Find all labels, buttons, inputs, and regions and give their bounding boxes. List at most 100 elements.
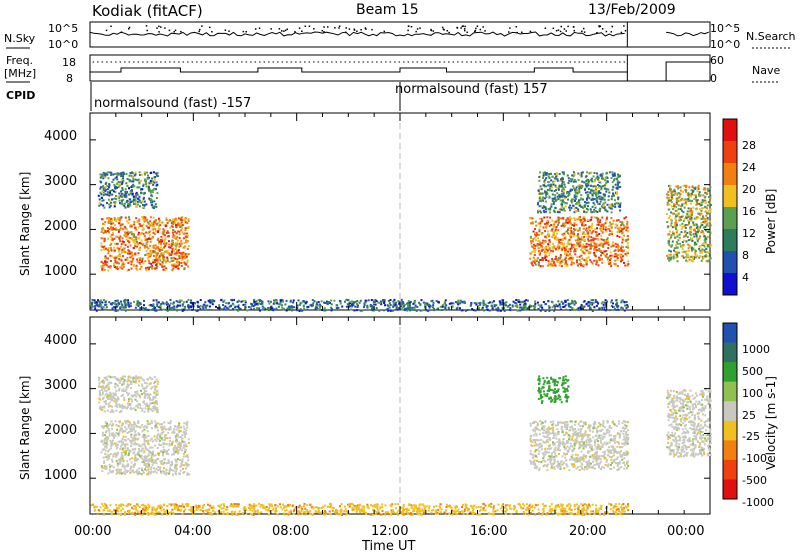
data-cell: [592, 230, 595, 233]
data-cell: [619, 185, 622, 188]
data-cell: [616, 187, 619, 190]
data-cell: [273, 301, 276, 304]
data-cell: [561, 176, 564, 179]
data-cell: [105, 440, 108, 443]
data-cell: [583, 209, 586, 212]
data-cell: [113, 306, 116, 309]
data-cell: [621, 307, 624, 310]
data-cell: [570, 217, 573, 220]
data-cell: [425, 309, 428, 312]
data-cell: [585, 184, 588, 187]
data-cell: [395, 306, 398, 308]
data-cell: [122, 422, 125, 425]
data-cell: [132, 380, 135, 383]
data-cell: [592, 185, 595, 188]
data-cell: [695, 235, 698, 238]
data-cell: [539, 185, 542, 188]
nsky-label: N.Sky: [4, 32, 36, 45]
data-cell: [109, 220, 112, 223]
data-cell: [102, 204, 105, 207]
data-cell: [574, 190, 577, 193]
data-cell: [108, 432, 111, 435]
data-cell: [583, 245, 586, 248]
data-cell: [687, 193, 690, 196]
data-cell: [279, 302, 282, 305]
data-cell: [186, 234, 189, 236]
data-cell: [626, 251, 629, 254]
data-cell: [334, 309, 337, 311]
data-cell: [592, 201, 595, 204]
data-cell: [537, 209, 540, 212]
data-cell: [120, 456, 123, 459]
data-cell: [131, 428, 134, 431]
data-cell: [162, 470, 165, 473]
data-cell: [162, 452, 165, 455]
data-cell: [619, 220, 622, 223]
data-cell: [133, 436, 136, 439]
data-cell: [118, 247, 121, 250]
data-cell: [591, 197, 594, 200]
data-cell: [548, 252, 551, 255]
data-cell: [578, 187, 581, 190]
data-cell: [317, 308, 320, 311]
data-cell: [171, 225, 174, 228]
data-cell: [143, 433, 146, 436]
data-cell: [154, 244, 157, 247]
data-cell: [547, 175, 550, 178]
data-cell: [157, 227, 160, 230]
data-cell: [148, 459, 151, 462]
data-cell: [678, 233, 681, 236]
data-cell: [600, 188, 603, 191]
data-cell: [579, 173, 581, 176]
data-cell: [270, 300, 272, 303]
data-cell: [133, 459, 136, 462]
data-cell: [704, 205, 707, 208]
data-cell: [580, 185, 583, 187]
data-cell: [591, 193, 594, 196]
data-cell: [690, 219, 693, 222]
data-cell: [115, 303, 118, 306]
data-cell: [281, 306, 284, 309]
data-cell: [578, 229, 581, 232]
data-cell: [414, 306, 417, 309]
data-cell: [154, 247, 157, 250]
data-cell: [605, 190, 608, 193]
data-cell: [143, 191, 146, 194]
data-cell: [618, 227, 621, 230]
data-cell: [540, 244, 543, 247]
data-cell: [389, 304, 392, 306]
data-cell: [113, 264, 115, 267]
data-cell: [541, 206, 544, 209]
data-cell: [102, 466, 105, 469]
data-cell: [540, 220, 543, 222]
data-cell: [688, 199, 691, 202]
data-cell: [236, 301, 239, 303]
data-cell: [540, 217, 543, 220]
data-cell: [587, 239, 590, 242]
data-cell: [601, 177, 604, 180]
data-cell: [133, 203, 136, 205]
data-cell: [584, 224, 587, 226]
data-cell: [405, 307, 408, 310]
data-cell: [146, 254, 149, 256]
data-cell: [106, 261, 109, 264]
data-cell: [707, 196, 710, 199]
data-cell: [147, 247, 150, 250]
data-cell: [600, 251, 603, 253]
data-cell: [122, 174, 125, 176]
data-cell: [134, 441, 137, 444]
data-cell: [627, 246, 630, 249]
data-cell: [339, 300, 342, 303]
data-cell: [585, 263, 588, 266]
colorbar-cell: [723, 229, 737, 252]
data-cell: [126, 447, 129, 450]
data-cell: [668, 233, 671, 236]
data-cell: [155, 172, 157, 175]
data-cell: [407, 306, 410, 309]
data-cell: [120, 264, 123, 267]
data-cell: [244, 300, 247, 303]
data-cell: [136, 245, 139, 248]
data-cell: [588, 197, 591, 200]
data-cell: [440, 309, 443, 311]
data-cell: [103, 448, 105, 451]
